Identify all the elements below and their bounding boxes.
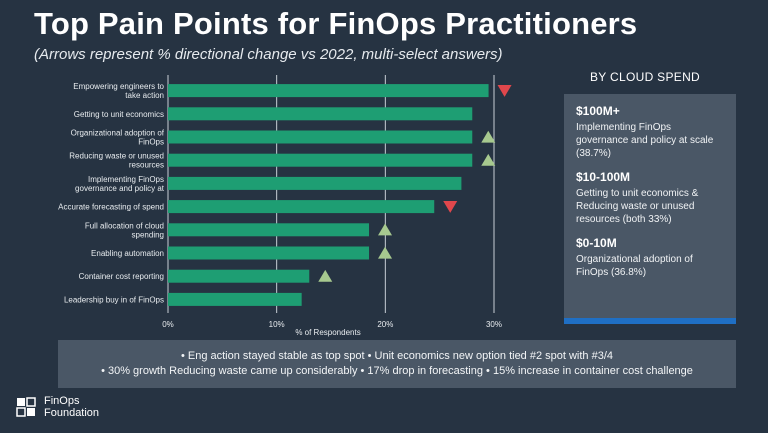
sidebar-heading: BY CLOUD SPEND [590,70,701,84]
tier-text: Organizational adoption of FinOps (36.8%… [576,254,693,278]
page-title: Top Pain Points for FinOps Practitioners [34,6,638,41]
bar [168,176,462,190]
note-line-2: • 30% growth Reducing waste came up cons… [101,365,693,377]
bar [168,153,473,167]
x-tick-label: 20% [377,320,393,329]
tier-100m: $100M+ Implementing FinOps governance an… [576,104,726,160]
tier-heading: $10-100M [576,170,631,184]
logo-line-2: Foundation [44,407,100,419]
arrow-down-icon [497,85,512,97]
category-label: Enabling automation [91,249,164,258]
arrow-down-icon [443,201,458,213]
arrow-up-icon [378,246,393,259]
finops-logo: FinOps Foundation [16,395,99,419]
tier-heading: $100M+ [576,104,620,118]
category-label: Implementing FinOps governance and policy… [75,175,165,193]
tier-text: Implementing FinOps governance and polic… [576,122,714,159]
arrow-up-icon [481,130,496,143]
bar [168,84,489,98]
category-label: Getting to unit economics [74,110,164,119]
bar [168,130,473,144]
bar [168,200,435,214]
category-label: Organizational adoption of FinOps [71,129,165,147]
arrow-up-icon [318,269,333,282]
bar [168,107,473,121]
page-subtitle: (Arrows represent % directional change v… [34,46,503,63]
bar-chart: 0% 10% 20% 30% % of Respondents Empowering en… [58,75,512,337]
x-tick-label: 0% [162,320,174,329]
category-label: Accurate forecasting of spend [58,203,164,212]
bar [168,223,370,237]
category-label: Container cost reporting [79,272,164,281]
category-label: Full allocation of cloud spending [85,221,164,239]
arrow-up-icon [378,223,393,236]
x-tick-label: 10% [269,320,285,329]
bar [168,246,370,260]
category-label: Empowering engineers to take action [73,82,164,100]
tier-heading: $0-10M [576,236,617,250]
tier-0-10m: $0-10M Organizational adoption of FinOps… [576,236,726,279]
logo-line-1: FinOps [44,395,80,407]
x-tick-label: 30% [486,320,502,329]
cloud-spend-panel: $100M+ Implementing FinOps governance an… [564,94,736,324]
bar [168,269,310,283]
note-line-1: • Eng action stayed stable as top spot •… [180,350,614,362]
category-label: Leadership buy in of FinOps [64,295,164,304]
summary-notes: • Eng action stayed stable as top spot •… [58,340,736,388]
tier-10-100m: $10-100M Getting to unit economics & Red… [576,170,726,226]
arrow-up-icon [481,153,496,166]
x-axis-label: % of Respondents [295,328,360,337]
cube-logo-icon [16,397,36,417]
category-label: Reducing waste or unused resources [69,152,164,170]
tier-text: Getting to unit economics & Reducing was… [576,188,699,225]
bar [168,292,302,306]
